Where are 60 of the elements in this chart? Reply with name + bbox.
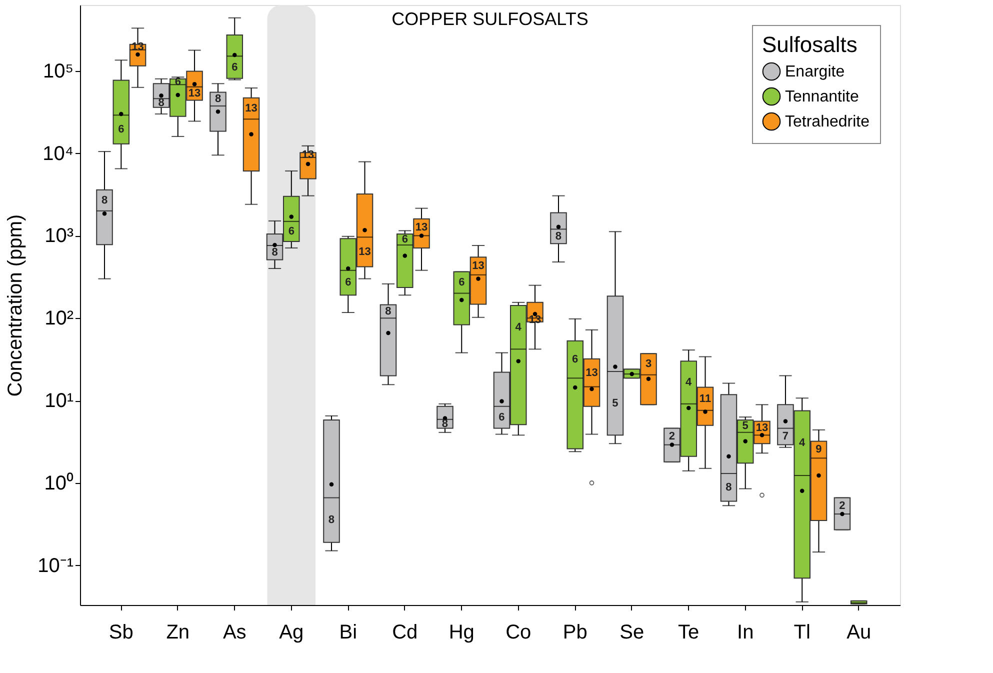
x-tick-label: Co xyxy=(506,622,532,644)
y-tick-label: 10⁴ xyxy=(42,142,74,165)
y-tick-label: 10³ xyxy=(44,225,74,248)
text: 8 xyxy=(385,305,392,318)
x-tick-label: Sb xyxy=(108,622,134,644)
text: 3 xyxy=(645,358,652,370)
x-tick-label: Ag xyxy=(279,622,304,644)
text: 13 xyxy=(415,221,428,234)
text: 6 xyxy=(572,353,578,366)
x-tick-label: Zn xyxy=(166,622,190,644)
y-tick-label: 10² xyxy=(44,308,74,330)
text: 8 xyxy=(272,246,278,259)
text: 5 xyxy=(742,420,748,432)
chart-title: COPPER SULFOSALTS xyxy=(392,9,588,29)
text: 4 xyxy=(515,321,522,334)
text: 6 xyxy=(498,411,505,424)
text: 8 xyxy=(555,230,562,242)
text: 13 xyxy=(472,260,484,272)
text: 8 xyxy=(442,418,448,430)
text: 6 xyxy=(288,225,294,238)
text: 6 xyxy=(458,276,465,289)
text: 13 xyxy=(188,88,201,100)
text: 8 xyxy=(328,514,335,526)
text: 8 xyxy=(214,93,222,106)
y-tick-label: 10⁻¹ xyxy=(38,554,74,577)
text: 13 xyxy=(756,422,768,434)
x-tick-label: In xyxy=(737,622,754,644)
text: 13 xyxy=(586,366,598,379)
legend-label: Tennantite xyxy=(785,88,859,106)
x-tick-label: Au xyxy=(846,622,872,644)
x-tick-label: Bi xyxy=(339,622,358,644)
x-tick-label: Cd xyxy=(392,622,418,644)
x-tick-label: Hg xyxy=(448,622,474,644)
text: 8 xyxy=(726,481,732,494)
text: 6 xyxy=(402,233,408,246)
text: 13 xyxy=(358,246,371,258)
text: 6 xyxy=(118,124,124,136)
legend-label: Tetrahedrite xyxy=(785,114,870,130)
y-axis-title: Concentration (ppm) xyxy=(4,214,27,397)
text: 4 xyxy=(799,437,806,450)
text: 9 xyxy=(816,444,822,456)
y-tick-label: 10⁵ xyxy=(42,60,74,82)
text: 11 xyxy=(699,392,712,405)
text: 7 xyxy=(782,430,789,443)
x-tick-label: Te xyxy=(678,622,700,644)
text: 4 xyxy=(686,376,692,389)
x-tick-label: As xyxy=(222,622,246,644)
text: 5 xyxy=(612,397,618,410)
text: 8 xyxy=(101,194,108,206)
legend-label: Enargite xyxy=(785,64,845,80)
text: 6 xyxy=(232,61,238,74)
y-tick-label: 10¹ xyxy=(44,390,74,412)
x-tick-label: Tl xyxy=(794,622,810,644)
y-tick-label: 10⁰ xyxy=(44,471,74,494)
legend-title: Sulfosalts xyxy=(762,32,858,57)
x-tick-label: Pb xyxy=(562,622,588,644)
text: 8 xyxy=(158,97,164,110)
x-tick-label: Se xyxy=(620,622,644,644)
text: 13 xyxy=(245,102,258,114)
text: 6 xyxy=(345,276,352,289)
